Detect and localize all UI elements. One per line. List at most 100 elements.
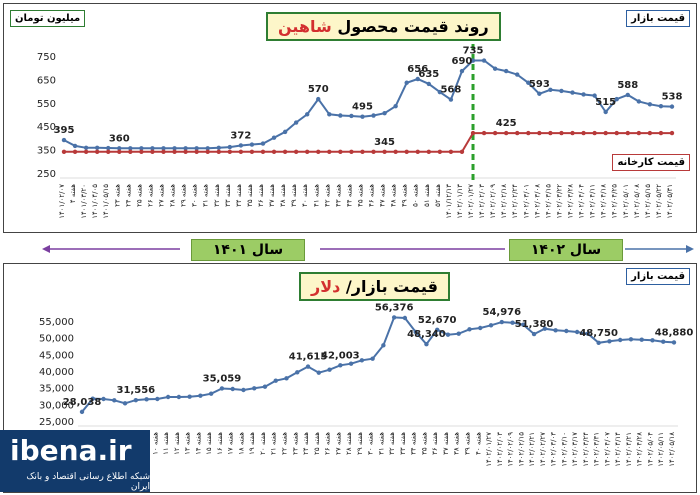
data-point bbox=[574, 329, 580, 335]
x-tick-label: ۱۴۰۱/۰۳/۲۰ bbox=[80, 184, 88, 219]
x-tick-label: هفته ۳۳ bbox=[224, 184, 232, 207]
data-point bbox=[415, 149, 420, 154]
data-point bbox=[316, 96, 321, 102]
x-tick-label: ۱۴۰۲/۰۳/۱۵ bbox=[544, 184, 552, 219]
data-point bbox=[614, 130, 619, 136]
x-tick-label: هفته ۳۵ bbox=[246, 184, 254, 207]
data-point bbox=[349, 149, 354, 154]
data-point bbox=[227, 144, 233, 150]
x-tick-label: ۱۴۰۲/۰۵/۰۴ bbox=[646, 432, 654, 467]
data-point bbox=[273, 378, 278, 383]
data-point bbox=[617, 337, 623, 343]
x-tick-label: ۱۴۰۲/۰۲/۲۱ bbox=[528, 432, 536, 467]
x-tick-label: هفته ۴۳ bbox=[334, 184, 342, 207]
data-point bbox=[205, 149, 210, 154]
x-tick-label: هفته ۳۱ bbox=[377, 432, 385, 455]
x-tick-label: هفته ۱۹ bbox=[248, 432, 256, 455]
data-point bbox=[559, 88, 564, 94]
data-point bbox=[671, 340, 677, 345]
x-tick-label: هفته ۲۰ bbox=[259, 432, 267, 455]
data-point bbox=[117, 149, 122, 154]
x-tick-label: ۱۴۰۲/۰۱/۲۷ bbox=[467, 184, 475, 219]
data-label: 593 bbox=[529, 79, 550, 90]
x-tick-label: هفته ۳۵ bbox=[420, 432, 428, 455]
data-point bbox=[133, 397, 139, 403]
x-tick-label: ۱۴۰۲/۰۲/۱۵ bbox=[517, 432, 525, 467]
x-tick-label: هفته ۴۲ bbox=[323, 184, 331, 207]
data-point bbox=[238, 143, 244, 148]
data-point bbox=[470, 130, 476, 136]
arrow-1401-head bbox=[42, 245, 50, 253]
data-point bbox=[122, 401, 128, 406]
data-point bbox=[548, 130, 553, 136]
data-point bbox=[445, 332, 451, 337]
data-label: 568 bbox=[440, 85, 461, 96]
x-tick-label: ۱۴۰۲/۰۲/۰۳ bbox=[496, 432, 504, 467]
x-tick-label: ۱۴۰۲/۰۳/۲۲ bbox=[555, 184, 563, 219]
data-point bbox=[592, 130, 597, 136]
data-point bbox=[570, 90, 575, 95]
x-tick-label: هفته ۱۵ bbox=[205, 432, 213, 455]
x-tick-label: هفته ۲۸ bbox=[345, 432, 353, 455]
data-point bbox=[592, 93, 597, 98]
y-tick-label: 550 bbox=[37, 99, 56, 110]
y-tick-label: 650 bbox=[37, 75, 56, 86]
data-label: 425 bbox=[496, 118, 517, 129]
x-tick-label: ۱۴۰۲/۰۳/۱۷ bbox=[571, 432, 579, 467]
x-tick-label: ۱۴۰۱/۱۲/۱۳ bbox=[445, 184, 453, 219]
x-tick-label: ۱۴۰۱/۰۴/۰۵ bbox=[91, 184, 99, 219]
x-tick-label: هفته ۴۴ bbox=[345, 184, 353, 207]
x-tick-label: هفته ۳۱ bbox=[202, 184, 210, 207]
data-point bbox=[194, 149, 199, 154]
data-label: 56,376 bbox=[375, 302, 414, 313]
data-label: 42,003 bbox=[321, 350, 360, 361]
data-label: 48,880 bbox=[655, 327, 694, 338]
data-label: 31,556 bbox=[117, 385, 156, 396]
data-label: 48,750 bbox=[579, 328, 618, 339]
data-point bbox=[230, 386, 235, 392]
arrow-1402-head bbox=[686, 245, 694, 253]
data-point bbox=[658, 103, 664, 109]
data-point bbox=[338, 113, 343, 118]
data-point bbox=[172, 149, 177, 154]
data-point bbox=[79, 409, 85, 415]
data-label: 48,340 bbox=[407, 329, 446, 340]
data-point bbox=[542, 326, 548, 331]
data-point bbox=[488, 323, 494, 328]
data-label: 54,976 bbox=[482, 307, 521, 318]
data-point bbox=[205, 146, 210, 151]
y-tick-label: 50,000 bbox=[39, 334, 74, 345]
unit-label: میلیون تومان bbox=[10, 10, 86, 27]
x-tick-label: هفته ۴۰ bbox=[474, 432, 482, 455]
x-tick-label: هفته ۱۰ bbox=[151, 432, 159, 455]
data-point bbox=[176, 394, 182, 400]
data-point bbox=[83, 145, 89, 150]
data-point bbox=[208, 391, 214, 396]
data-point bbox=[172, 146, 177, 151]
x-tick-label: ۱۴۰۲/۰۴/۲۸ bbox=[636, 432, 644, 467]
data-point bbox=[503, 130, 509, 136]
data-point bbox=[603, 109, 608, 115]
data-label: 515 bbox=[595, 97, 616, 108]
data-point bbox=[467, 327, 472, 332]
x-tick-label: هفته ۱۷ bbox=[227, 432, 235, 455]
bottom-title-highlight: دلار bbox=[311, 277, 341, 296]
data-point bbox=[531, 331, 537, 337]
x-tick-label: ۱۴۰۲/۰۵/۱۱ bbox=[657, 432, 665, 467]
x-tick-label: هفته ۲۷ bbox=[334, 432, 342, 455]
x-tick-label: هفته ۴۶ bbox=[368, 184, 376, 207]
data-point bbox=[94, 145, 100, 150]
market-price-label: قیمت بازار bbox=[626, 10, 690, 27]
x-tick-label: هفته ۲۸ bbox=[169, 184, 177, 207]
data-point bbox=[349, 113, 354, 119]
data-point bbox=[282, 149, 288, 154]
x-tick-label: هفته ۲۶ bbox=[146, 184, 154, 207]
x-tick-label: هفته ۳۳ bbox=[399, 432, 407, 455]
data-label: 570 bbox=[308, 84, 329, 95]
data-label: 690 bbox=[452, 56, 473, 67]
y-tick-label: 35,000 bbox=[39, 384, 74, 395]
data-label: 538 bbox=[662, 92, 683, 103]
x-tick-label: ۱۴۰۲/۰۳/۰۸ bbox=[533, 184, 541, 219]
data-point bbox=[128, 149, 133, 154]
data-point bbox=[61, 137, 67, 143]
